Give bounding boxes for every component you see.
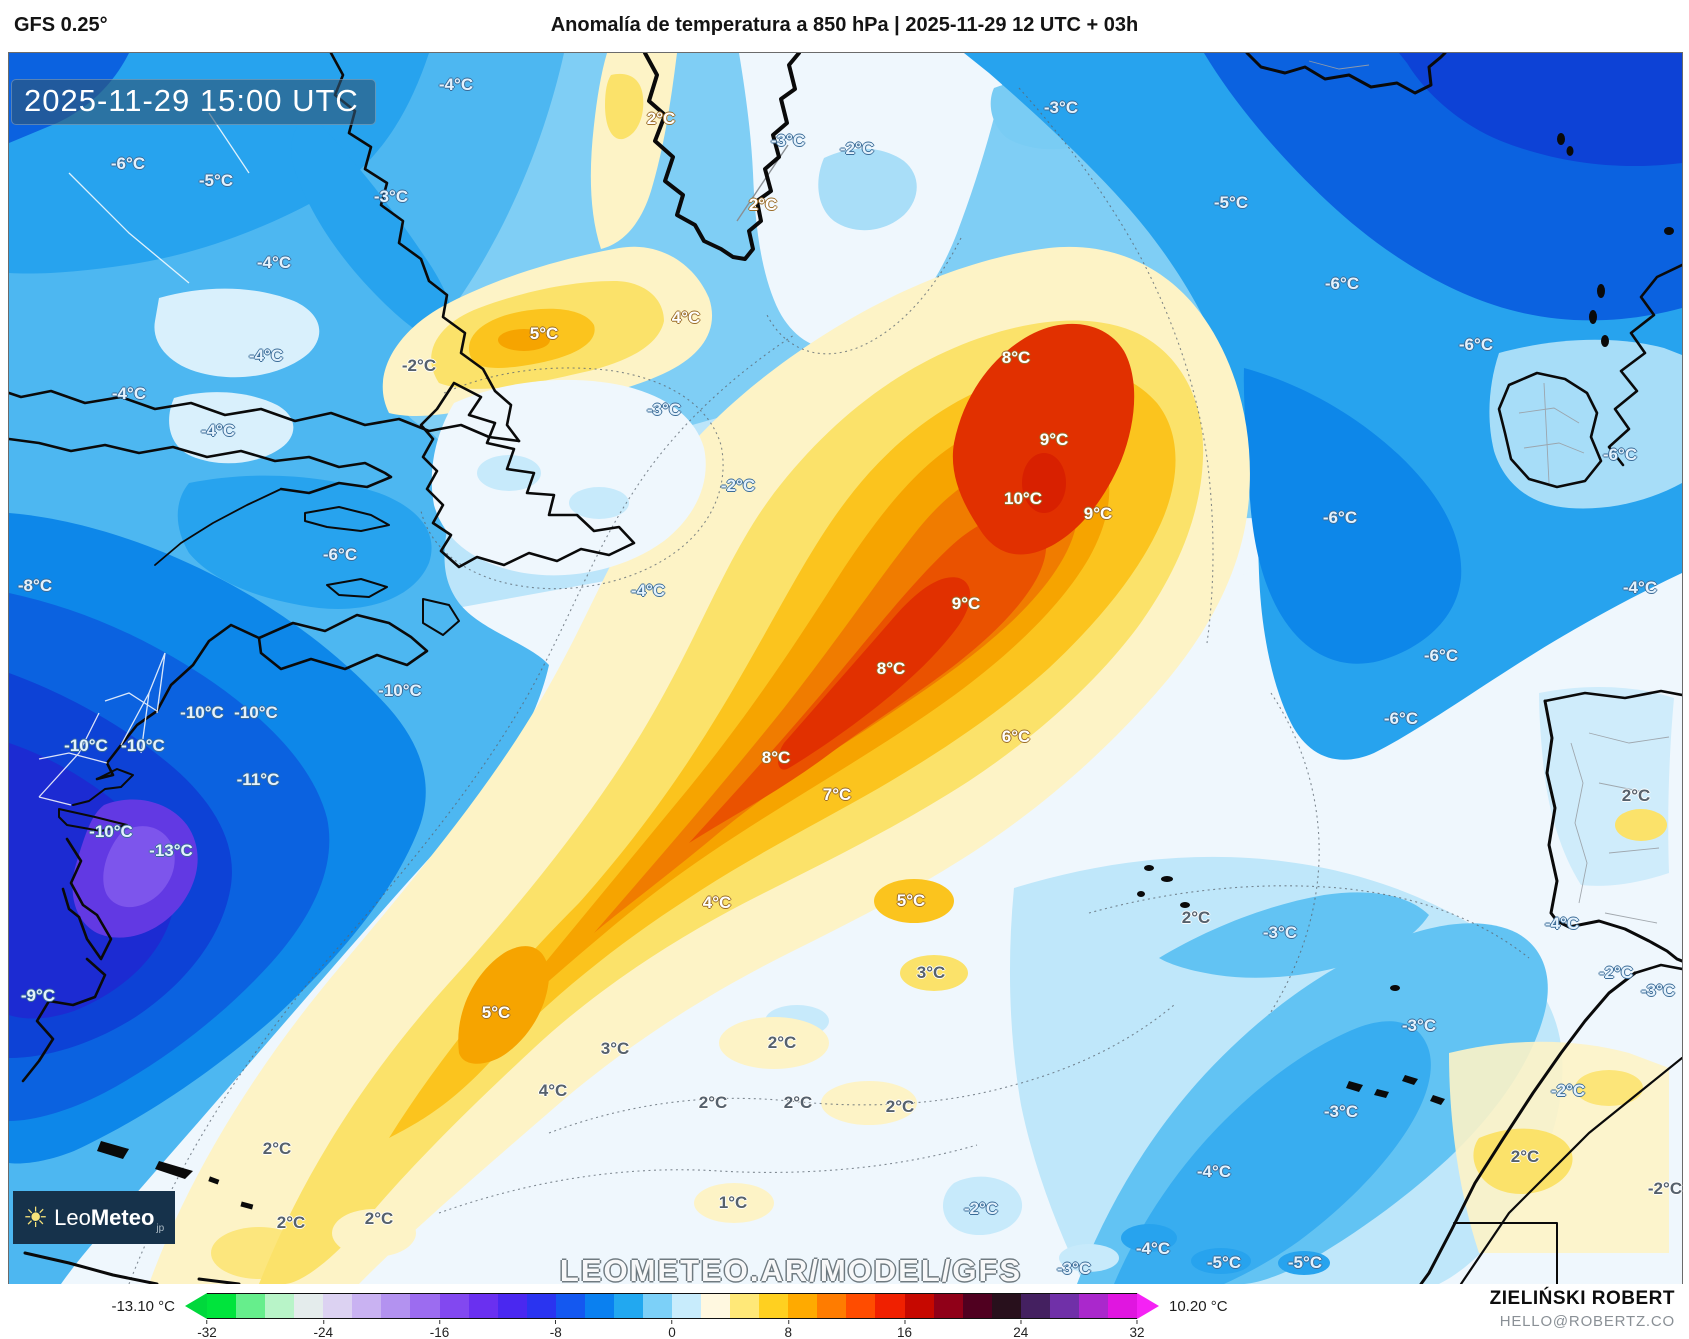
colorbar-max-label: 10.20 °C — [1169, 1297, 1228, 1315]
footer-bar: -13.10 °C -32 -24 -16 -8 0 8 16 24 32 10.20 °C Z… — [0, 1284, 1689, 1339]
colorbar-segment — [991, 1294, 1021, 1318]
colorbar-segment — [497, 1294, 527, 1318]
colorbar-tick: -16 — [430, 1320, 449, 1339]
colorbar-scale: -32 -24 -16 -8 0 8 16 24 32 — [197, 1293, 1145, 1339]
colorbar-segment — [1020, 1294, 1050, 1318]
colorbar-segment — [468, 1294, 498, 1318]
logo-suffix: jp — [156, 1223, 165, 1234]
colorbar-min-label: -13.10 °C — [111, 1297, 175, 1315]
map-canvas: 2025-11-29 15:00 UTC -4°C 2°C -3°C -2°C -3°C… — [8, 52, 1683, 1288]
watermark: LEOMETEO.AR/MODEL/GFS — [559, 1253, 1023, 1288]
colorbar-segment — [613, 1294, 643, 1318]
colorbar-segment — [672, 1294, 702, 1318]
colorbar-segment — [788, 1294, 818, 1318]
colorbar-segment — [759, 1294, 789, 1318]
colorbar-tick: 8 — [784, 1320, 792, 1339]
colorbar-right-arrow — [1137, 1293, 1159, 1319]
colorbar-segment — [730, 1294, 760, 1318]
colorbar-segment — [1107, 1294, 1137, 1318]
colorbar-segment — [323, 1294, 353, 1318]
colorbar-segment — [962, 1294, 992, 1318]
colorbar-segment — [526, 1294, 556, 1318]
colorbar-segment — [236, 1294, 266, 1318]
colorbar-segment — [410, 1294, 440, 1318]
colorbar-segment — [904, 1294, 934, 1318]
credit-block: ZIELIŃSKI ROBERT HELLO@ROBERTZ.CO — [1490, 1288, 1675, 1330]
credit-name: ZIELIŃSKI ROBERT — [1489, 1288, 1675, 1309]
colorbar-tick: -32 — [197, 1320, 217, 1339]
colorbar-segment — [1078, 1294, 1108, 1318]
logo-text: LeoMeteo — [54, 1204, 155, 1230]
colorbar-tick: -24 — [313, 1320, 333, 1339]
colorbar-segment — [584, 1294, 614, 1318]
colorbar-segment — [439, 1294, 469, 1318]
model-tag: GFS 0.25° — [14, 14, 108, 36]
map-image — [9, 53, 1682, 1284]
timestamp-chip: 2025-11-29 15:00 UTC — [11, 79, 376, 125]
colorbar-tick: 24 — [1013, 1320, 1028, 1339]
colorbar-segment — [352, 1294, 382, 1318]
colorbar-segment — [1049, 1294, 1079, 1318]
colorbar-segment — [846, 1294, 876, 1318]
colorbar-tick: 0 — [668, 1320, 676, 1339]
sun-icon: ☀ — [23, 1201, 49, 1233]
colorbar-left-arrow — [185, 1293, 207, 1319]
colorbar-tick: 16 — [897, 1320, 912, 1339]
header-bar: GFS 0.25° Anomalía de temperatura a 850 … — [0, 0, 1689, 52]
colorbar-segment — [701, 1294, 731, 1318]
colorbar-ticks: -32 -24 -16 -8 0 8 16 24 32 — [197, 1320, 1145, 1339]
colorbar-segment — [817, 1294, 847, 1318]
colorbar-tick: -8 — [550, 1320, 562, 1339]
colorbar-segment — [642, 1294, 672, 1318]
credit-email: HELLO@ROBERTZ.CO — [1499, 1313, 1675, 1330]
page-title: Anomalía de temperatura a 850 hPa | 2025… — [550, 14, 1139, 36]
colorbar-segments — [207, 1293, 1137, 1319]
leometeo-logo: ☀ LeoMeteo jp — [13, 1191, 175, 1244]
colorbar-segment — [265, 1294, 295, 1318]
colorbar-segment — [381, 1294, 411, 1318]
colorbar-segment — [555, 1294, 585, 1318]
colorbar: -13.10 °C -32 -24 -16 -8 0 8 16 24 32 10.20 °C — [80, 1293, 1228, 1339]
colorbar-tick: 32 — [1129, 1320, 1145, 1339]
colorbar-segment — [933, 1294, 963, 1318]
colorbar-segment — [207, 1294, 237, 1318]
colorbar-segment — [294, 1294, 324, 1318]
colorbar-segment — [875, 1294, 905, 1318]
